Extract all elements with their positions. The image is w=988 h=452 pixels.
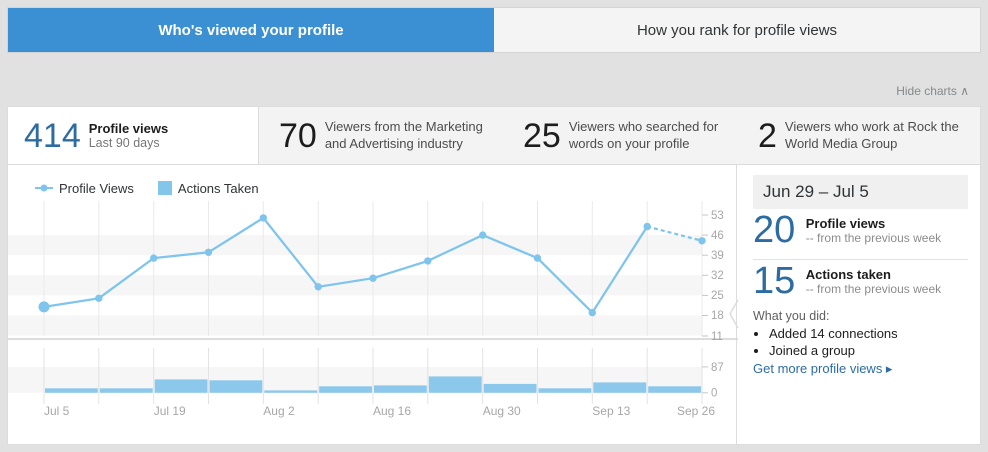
svg-text:Jul 5: Jul 5	[44, 404, 70, 418]
svg-text:11: 11	[711, 331, 723, 343]
svg-text:Aug 16: Aug 16	[373, 404, 411, 418]
svg-text:32: 32	[711, 270, 724, 282]
svg-text:46: 46	[711, 230, 724, 242]
svg-text:0: 0	[711, 388, 717, 400]
svg-text:18: 18	[711, 310, 724, 322]
svg-text:Aug 2: Aug 2	[263, 404, 295, 418]
svg-text:87: 87	[711, 362, 724, 374]
svg-text:Sep 26: Sep 26	[677, 404, 715, 418]
svg-text:Sep 13: Sep 13	[592, 404, 630, 418]
svg-text:Jul 19: Jul 19	[154, 404, 186, 418]
svg-text:39: 39	[711, 250, 724, 262]
svg-text:Aug 30: Aug 30	[483, 404, 521, 418]
svg-text:53: 53	[711, 210, 724, 222]
svg-text:25: 25	[711, 290, 724, 302]
